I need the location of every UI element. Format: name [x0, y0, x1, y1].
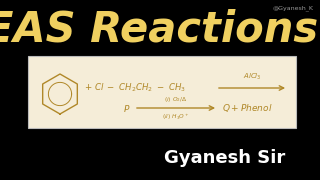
Text: $(i)\ O_2/\Delta$: $(i)\ O_2/\Delta$	[164, 95, 188, 104]
Text: $(ii)\ H_3O^+$: $(ii)\ H_3O^+$	[162, 112, 190, 122]
Text: Gyanesh Sir: Gyanesh Sir	[164, 149, 285, 167]
Text: $+ \ Cl \ - \ CH_2CH_2 \ - \ CH_3$: $+ \ Cl \ - \ CH_2CH_2 \ - \ CH_3$	[84, 82, 186, 94]
FancyBboxPatch shape	[28, 56, 296, 128]
Text: $AlCl_3$: $AlCl_3$	[243, 72, 261, 82]
Text: @Gyanesh_K: @Gyanesh_K	[273, 5, 314, 11]
Text: EAS Reactions: EAS Reactions	[0, 9, 319, 51]
Text: $P$: $P$	[123, 102, 130, 114]
Text: $Q + Phenol$: $Q + Phenol$	[222, 102, 272, 114]
